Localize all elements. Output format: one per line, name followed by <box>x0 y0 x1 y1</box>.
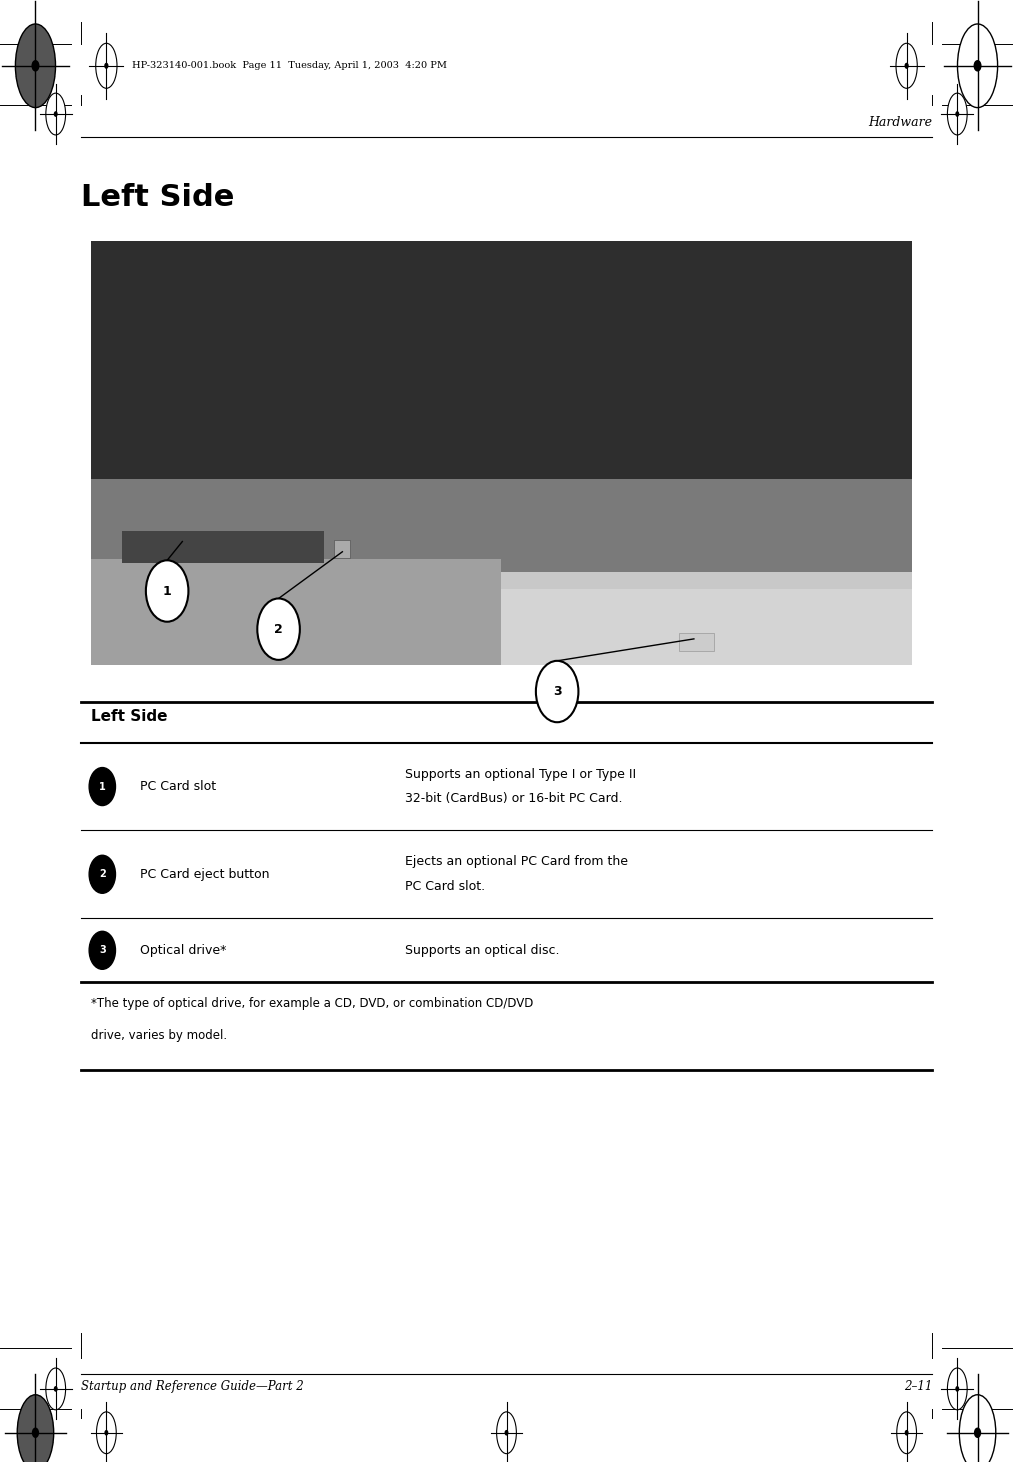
Ellipse shape <box>897 1412 917 1453</box>
Ellipse shape <box>15 23 56 108</box>
Text: 1: 1 <box>163 585 171 598</box>
Bar <box>334 539 350 557</box>
Circle shape <box>536 661 578 722</box>
Circle shape <box>31 60 40 72</box>
Circle shape <box>905 63 909 69</box>
Ellipse shape <box>46 94 66 135</box>
Text: 2: 2 <box>275 623 283 636</box>
Bar <box>91 241 912 504</box>
Text: Supports an optional Type I or Type II: Supports an optional Type I or Type II <box>405 768 636 781</box>
Text: Left Side: Left Side <box>81 183 234 212</box>
Ellipse shape <box>959 1395 996 1462</box>
Ellipse shape <box>95 44 116 88</box>
Text: 3: 3 <box>99 946 105 955</box>
Text: drive, varies by model.: drive, varies by model. <box>91 1029 227 1042</box>
Text: Hardware: Hardware <box>868 115 932 129</box>
Circle shape <box>257 598 300 659</box>
Circle shape <box>973 1427 982 1439</box>
Circle shape <box>31 1427 40 1439</box>
Circle shape <box>89 931 115 969</box>
Ellipse shape <box>496 1412 517 1453</box>
Bar <box>91 558 501 665</box>
Ellipse shape <box>947 1368 967 1409</box>
Text: PC Card slot: PC Card slot <box>140 781 216 792</box>
Text: Supports an optical disc.: Supports an optical disc. <box>405 944 560 956</box>
Text: 2–11: 2–11 <box>904 1380 932 1393</box>
Circle shape <box>104 1430 108 1436</box>
Circle shape <box>973 60 982 72</box>
Circle shape <box>54 111 58 117</box>
Ellipse shape <box>895 44 917 88</box>
Text: 32-bit (CardBus) or 16-bit PC Card.: 32-bit (CardBus) or 16-bit PC Card. <box>405 792 623 806</box>
Bar <box>679 633 714 651</box>
Text: Startup and Reference Guide—Part 2: Startup and Reference Guide—Part 2 <box>81 1380 304 1393</box>
Text: 3: 3 <box>553 686 561 697</box>
Bar <box>122 531 324 563</box>
Bar <box>91 478 912 572</box>
Circle shape <box>89 768 115 806</box>
Circle shape <box>905 1430 909 1436</box>
Ellipse shape <box>17 1395 54 1462</box>
Circle shape <box>104 63 108 69</box>
Text: *The type of optical drive, for example a CD, DVD, or combination CD/DVD: *The type of optical drive, for example … <box>91 997 534 1010</box>
Circle shape <box>955 1386 959 1392</box>
Circle shape <box>955 111 959 117</box>
Bar <box>501 589 912 665</box>
Text: Left Side: Left Side <box>91 709 168 724</box>
Circle shape <box>504 1430 509 1436</box>
Ellipse shape <box>46 1368 66 1409</box>
Text: PC Card eject button: PC Card eject button <box>140 868 269 880</box>
Bar <box>91 241 912 665</box>
Text: Optical drive*: Optical drive* <box>140 944 226 956</box>
Text: 1: 1 <box>99 782 105 791</box>
Text: Ejects an optional PC Card from the: Ejects an optional PC Card from the <box>405 855 628 868</box>
Circle shape <box>89 855 115 893</box>
Text: HP-323140-001.book  Page 11  Tuesday, April 1, 2003  4:20 PM: HP-323140-001.book Page 11 Tuesday, Apri… <box>132 61 447 70</box>
Text: PC Card slot.: PC Card slot. <box>405 880 485 893</box>
Ellipse shape <box>947 94 967 135</box>
Circle shape <box>54 1386 58 1392</box>
Ellipse shape <box>957 23 998 108</box>
Text: 2: 2 <box>99 870 105 879</box>
Ellipse shape <box>96 1412 116 1453</box>
Circle shape <box>146 560 188 621</box>
